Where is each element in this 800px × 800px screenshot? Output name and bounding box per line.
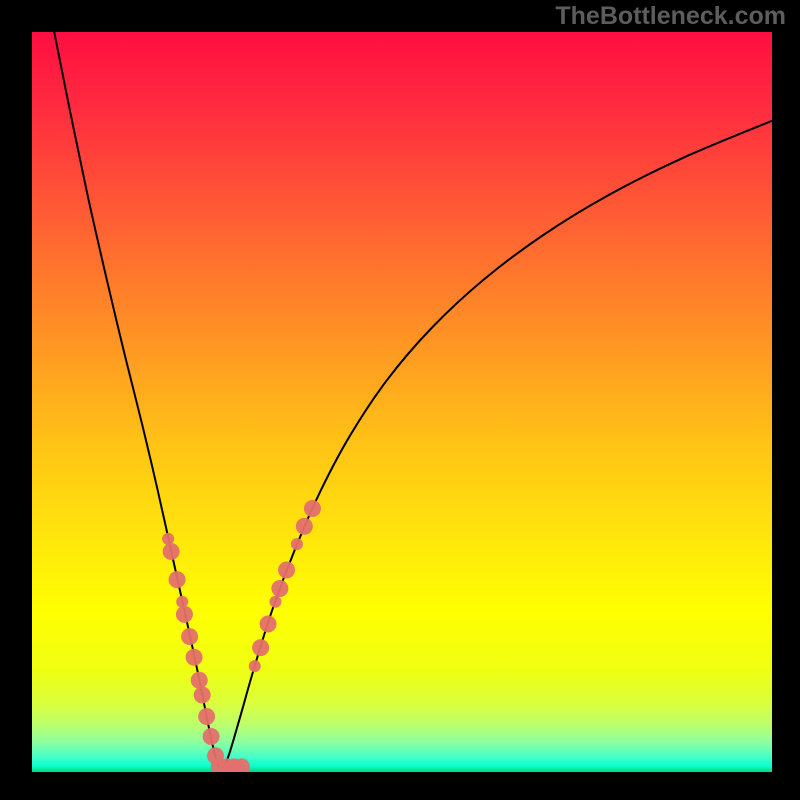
- watermark-text: TheBottleneck.com: [555, 2, 786, 31]
- data-marker: [291, 538, 303, 550]
- data-marker: [194, 687, 211, 704]
- data-marker: [191, 672, 208, 689]
- marker-group: [162, 500, 321, 772]
- data-marker: [296, 518, 313, 535]
- data-marker: [181, 628, 198, 645]
- data-marker: [176, 596, 188, 608]
- chart-frame: TheBottleneck.com: [0, 0, 800, 800]
- data-marker: [203, 728, 220, 745]
- data-marker: [198, 708, 215, 725]
- data-marker: [278, 561, 295, 578]
- data-marker: [252, 639, 269, 656]
- data-marker: [163, 543, 180, 560]
- data-marker: [186, 649, 203, 666]
- data-marker: [304, 500, 321, 517]
- plot-svg: [32, 32, 772, 772]
- data-marker: [249, 660, 261, 672]
- curve-right: [221, 121, 772, 772]
- plot-area: [32, 32, 772, 772]
- data-marker: [176, 606, 193, 623]
- data-marker: [260, 616, 277, 633]
- data-marker: [269, 596, 281, 608]
- data-marker: [271, 580, 288, 597]
- data-marker: [169, 571, 186, 588]
